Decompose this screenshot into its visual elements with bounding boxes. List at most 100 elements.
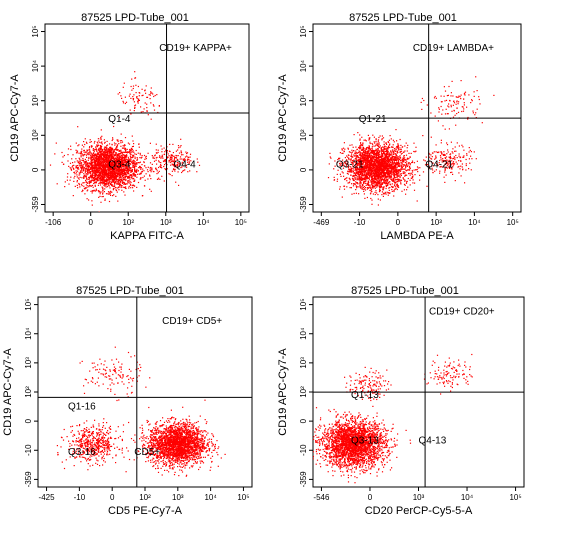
event-dot xyxy=(358,152,359,153)
event-dot xyxy=(365,171,366,172)
event-dot xyxy=(102,181,103,182)
event-dot xyxy=(134,78,135,79)
event-dot xyxy=(394,184,395,185)
event-dot xyxy=(131,79,132,80)
event-dot xyxy=(113,151,114,152)
event-dot xyxy=(110,149,111,150)
event-dot xyxy=(122,172,123,173)
event-dot xyxy=(392,191,393,192)
event-dot xyxy=(119,150,120,151)
event-dot xyxy=(98,150,99,151)
event-dot xyxy=(141,173,142,174)
event-dot xyxy=(99,177,100,178)
event-dot xyxy=(116,190,117,191)
event-dot xyxy=(84,168,85,169)
event-dot xyxy=(83,176,84,177)
event-dot xyxy=(110,173,111,174)
event-dot xyxy=(105,147,106,148)
event-dot xyxy=(372,161,373,162)
event-dot xyxy=(181,172,182,173)
event-dot xyxy=(385,192,386,193)
event-dot xyxy=(88,199,89,200)
event-dot xyxy=(71,170,72,171)
event-dot xyxy=(101,146,102,147)
event-dot xyxy=(150,143,151,144)
event-dot xyxy=(342,197,343,198)
y-tick-label: 10⁵ xyxy=(31,25,40,37)
event-dot xyxy=(99,178,100,179)
event-dot xyxy=(400,145,401,146)
event-dot xyxy=(84,175,85,176)
event-dot xyxy=(103,176,104,177)
event-dot xyxy=(89,151,90,152)
event-dot xyxy=(381,173,382,174)
event-dot xyxy=(378,141,379,142)
event-dot xyxy=(133,161,134,162)
event-dot xyxy=(127,181,128,182)
event-dot xyxy=(170,165,171,166)
event-dot xyxy=(156,160,157,161)
event-dot xyxy=(404,159,405,160)
event-dot xyxy=(93,153,94,154)
event-dot xyxy=(140,179,141,180)
event-dot xyxy=(104,174,105,175)
event-dot xyxy=(130,182,131,183)
event-dot xyxy=(407,187,408,188)
event-dot xyxy=(389,181,390,182)
event-dot xyxy=(99,148,100,149)
event-dot xyxy=(415,147,416,148)
event-dot xyxy=(158,178,159,179)
event-dot xyxy=(154,158,155,159)
event-dot xyxy=(98,138,99,139)
event-dot xyxy=(96,151,97,152)
event-dot xyxy=(98,157,99,158)
event-dot xyxy=(79,184,80,185)
event-dot xyxy=(146,104,147,105)
event-dot xyxy=(107,145,108,146)
event-dot xyxy=(104,169,105,170)
event-dot xyxy=(96,189,97,190)
event-dot xyxy=(120,173,121,174)
event-dot xyxy=(359,157,360,158)
event-dot xyxy=(150,168,151,169)
event-dot xyxy=(57,183,58,184)
event-dot xyxy=(101,159,102,160)
event-dot xyxy=(116,173,117,174)
event-dot xyxy=(345,157,346,158)
event-dot xyxy=(80,172,81,173)
event-dot xyxy=(149,189,150,190)
event-dot xyxy=(117,139,118,140)
event-dot xyxy=(133,175,134,176)
event-dot xyxy=(378,144,379,145)
event-dot xyxy=(150,102,151,103)
event-dot xyxy=(387,158,388,159)
event-dot xyxy=(426,186,427,187)
event-dot xyxy=(106,183,107,184)
event-dot xyxy=(105,142,106,143)
event-dot xyxy=(101,182,102,183)
event-dot xyxy=(121,98,122,99)
event-dot xyxy=(77,176,78,177)
event-dot xyxy=(126,176,127,177)
event-dot xyxy=(82,185,83,186)
event-dot xyxy=(88,152,89,153)
event-dot xyxy=(371,184,372,185)
event-dot xyxy=(88,165,89,166)
event-dot xyxy=(181,150,182,151)
event-dot xyxy=(113,188,114,189)
event-dot xyxy=(414,183,415,184)
event-dot xyxy=(371,158,372,159)
event-dot xyxy=(110,181,111,182)
event-dot xyxy=(111,144,112,145)
event-dot xyxy=(82,182,83,183)
event-dot xyxy=(102,167,103,168)
event-dot xyxy=(84,167,85,168)
event-dot xyxy=(160,164,161,165)
event-dot xyxy=(133,167,134,168)
event-dot xyxy=(113,153,114,154)
event-dot xyxy=(87,174,88,175)
event-dot xyxy=(171,158,172,159)
event-dot xyxy=(123,101,124,102)
event-dot xyxy=(79,161,80,162)
